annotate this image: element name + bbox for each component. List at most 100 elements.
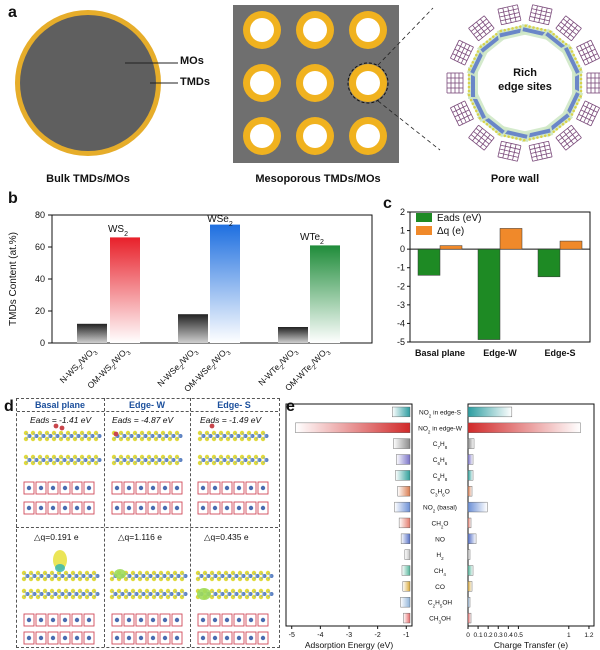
oxide-cell xyxy=(83,501,95,515)
oxide-cell xyxy=(111,501,123,515)
oxide-cell xyxy=(209,631,221,645)
atom-w xyxy=(162,635,168,641)
pore-hole xyxy=(356,18,380,42)
oxide-cell xyxy=(257,613,269,627)
oxide-cell xyxy=(257,481,269,495)
e-category-label: NO2 in edge-W xyxy=(418,425,463,434)
atom-w xyxy=(174,485,180,491)
e-energy-bar xyxy=(404,549,411,560)
pore-hole xyxy=(303,18,327,42)
c-bar xyxy=(559,240,583,250)
oxide-cell xyxy=(221,481,233,495)
e-energy-bar xyxy=(397,486,411,497)
pore-wall-segment xyxy=(560,43,584,78)
atom-w xyxy=(260,485,266,491)
e-xtick-label: -4 xyxy=(317,632,323,639)
caption-bulk: Bulk TMDs/MOs xyxy=(46,173,130,185)
atom-w xyxy=(224,505,230,511)
oxide-cell xyxy=(209,613,221,627)
atom-w xyxy=(50,505,56,511)
caption-pore-wall: Pore wall xyxy=(490,173,540,185)
c-legend-label: Eads (eV) xyxy=(437,213,481,224)
oxide-cell xyxy=(245,481,257,495)
e-ct-xtick-label: 0.2 xyxy=(484,632,493,639)
oxide-cell xyxy=(221,613,233,627)
lattice-grid xyxy=(468,15,495,42)
c-ytick-label: -5 xyxy=(397,337,405,347)
oxide-cell xyxy=(233,481,245,495)
oxide-cell xyxy=(83,481,95,495)
atom-w xyxy=(26,635,32,641)
oxide-cell xyxy=(147,631,159,645)
e-energy-bar xyxy=(401,565,411,576)
zoom-marker xyxy=(347,62,389,104)
atom-w xyxy=(212,635,218,641)
e-charge-bar xyxy=(467,581,473,592)
oxide-cell xyxy=(123,501,135,515)
panel-b-letter: b xyxy=(8,190,18,207)
e-energy-bar xyxy=(400,533,411,544)
e-charge-bar xyxy=(467,454,474,465)
atom-w xyxy=(162,617,168,623)
atom-w xyxy=(212,505,218,511)
c-ytick-label: 0 xyxy=(400,244,405,254)
oxide-cell xyxy=(71,613,83,627)
oxide-cell xyxy=(257,501,269,515)
lattice-grid xyxy=(497,140,522,162)
e-category-label: NO2 in edge-S xyxy=(419,409,462,418)
molecule-o xyxy=(113,431,119,437)
b-ytick-label: 80 xyxy=(35,210,45,220)
oxide-cell xyxy=(159,501,171,515)
atom-w xyxy=(26,505,32,511)
e-category-label: C2H5OH xyxy=(428,600,453,609)
lattice-grid xyxy=(528,140,553,162)
panel-a-letter: a xyxy=(8,4,17,21)
atom-w xyxy=(212,617,218,623)
label-rich: Rich xyxy=(495,67,555,79)
oxide-cell xyxy=(209,501,221,515)
atom-w xyxy=(62,635,68,641)
b-ytick-label: 0 xyxy=(40,338,45,348)
oxide-cell xyxy=(233,631,245,645)
atom-w xyxy=(126,485,132,491)
oxide-cell xyxy=(123,631,135,645)
oxide-cell xyxy=(197,613,209,627)
atom-w xyxy=(86,485,92,491)
atom-w xyxy=(26,485,32,491)
oxide-cell xyxy=(147,481,159,495)
atom-w xyxy=(150,617,156,623)
label-tmds: TMDs xyxy=(180,76,210,88)
c-bar xyxy=(417,248,441,276)
oxide-cell xyxy=(47,631,59,645)
c-bar xyxy=(537,248,561,278)
oxide-cell xyxy=(159,613,171,627)
e-right-xlabel: Charge Transfer (e) xyxy=(494,640,568,650)
atom-w xyxy=(162,505,168,511)
e-category-label: CH3OH xyxy=(429,616,451,625)
e-xtick-label: -5 xyxy=(289,632,295,639)
e-charge-bar xyxy=(467,565,474,576)
pore-hole xyxy=(356,71,380,95)
panel-a-figure xyxy=(15,4,600,163)
oxide-cell xyxy=(47,501,59,515)
e-energy-bar xyxy=(402,581,411,592)
e-energy-bar xyxy=(403,612,411,624)
lattice-grid xyxy=(555,124,582,151)
atom-w xyxy=(150,485,156,491)
b-ytick-label: 40 xyxy=(35,274,45,284)
panel-d-divider xyxy=(16,527,278,528)
oxide-cell xyxy=(233,613,245,627)
atom-w xyxy=(86,635,92,641)
c-bar xyxy=(439,245,463,250)
lattice-grid xyxy=(555,15,582,42)
oxide-cell xyxy=(123,613,135,627)
e-ct-xtick-label: 0.3 xyxy=(494,632,503,639)
b-ylabel: TMDs Content (at.%) xyxy=(8,232,19,326)
e-energy-bar xyxy=(295,422,411,433)
atom-w xyxy=(74,617,80,623)
atom-w xyxy=(86,617,92,623)
dq-edge-s: △q=0.435 e xyxy=(204,532,249,542)
c-legend-label: Δq (e) xyxy=(437,226,464,237)
atom-w xyxy=(212,485,218,491)
